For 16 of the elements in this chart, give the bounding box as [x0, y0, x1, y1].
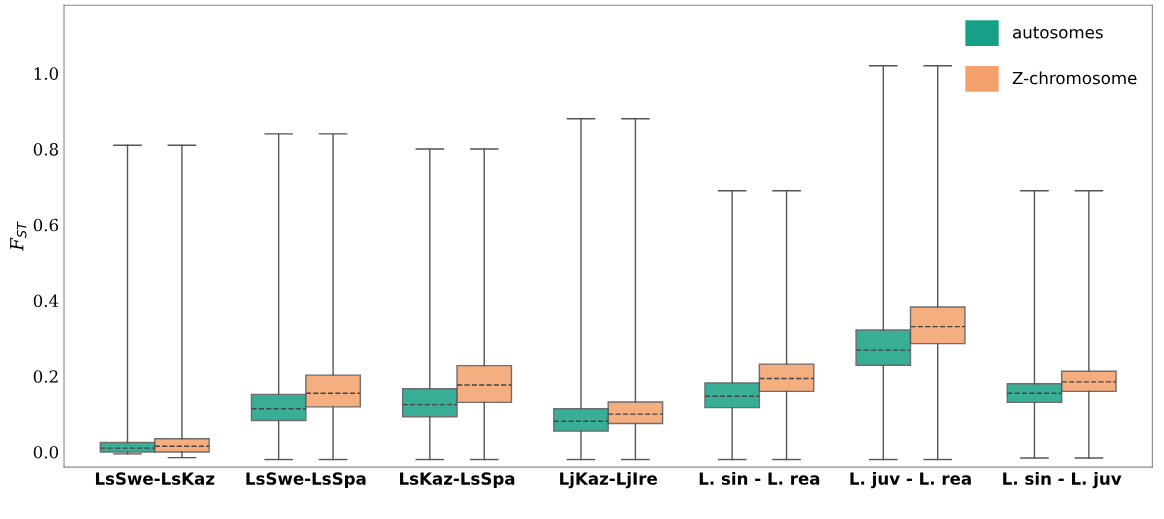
legend-label: Z-chromosome — [1012, 71, 1137, 85]
y-tick-label: 0.6 — [33, 218, 59, 232]
x-tick-label: L. sin - L. juv — [1003, 471, 1122, 489]
x-tick-label: L. juv - L. rea — [850, 471, 971, 489]
y-tick-label: 1.0 — [34, 67, 59, 80]
x-tick-label: LjKaz-LjIre — [560, 471, 657, 489]
x-tick-label: L. sin - L. rea — [699, 471, 820, 485]
y-tick-label: 0.0 — [33, 445, 59, 459]
legend-label: autosomes — [1013, 26, 1103, 39]
y-axis-title: F$_{ST}$ — [10, 221, 27, 251]
y-tick-label: 0.8 — [33, 143, 59, 156]
y-tick-label: 0.4 — [33, 294, 59, 308]
x-tick-label: LsSwe-LsKaz — [95, 472, 215, 485]
x-tick-label: LsSwe-LsSpa — [246, 472, 366, 489]
x-tick-label: LsKaz-LsSpa — [400, 472, 515, 489]
y-tick-label: 0.2 — [33, 370, 58, 383]
